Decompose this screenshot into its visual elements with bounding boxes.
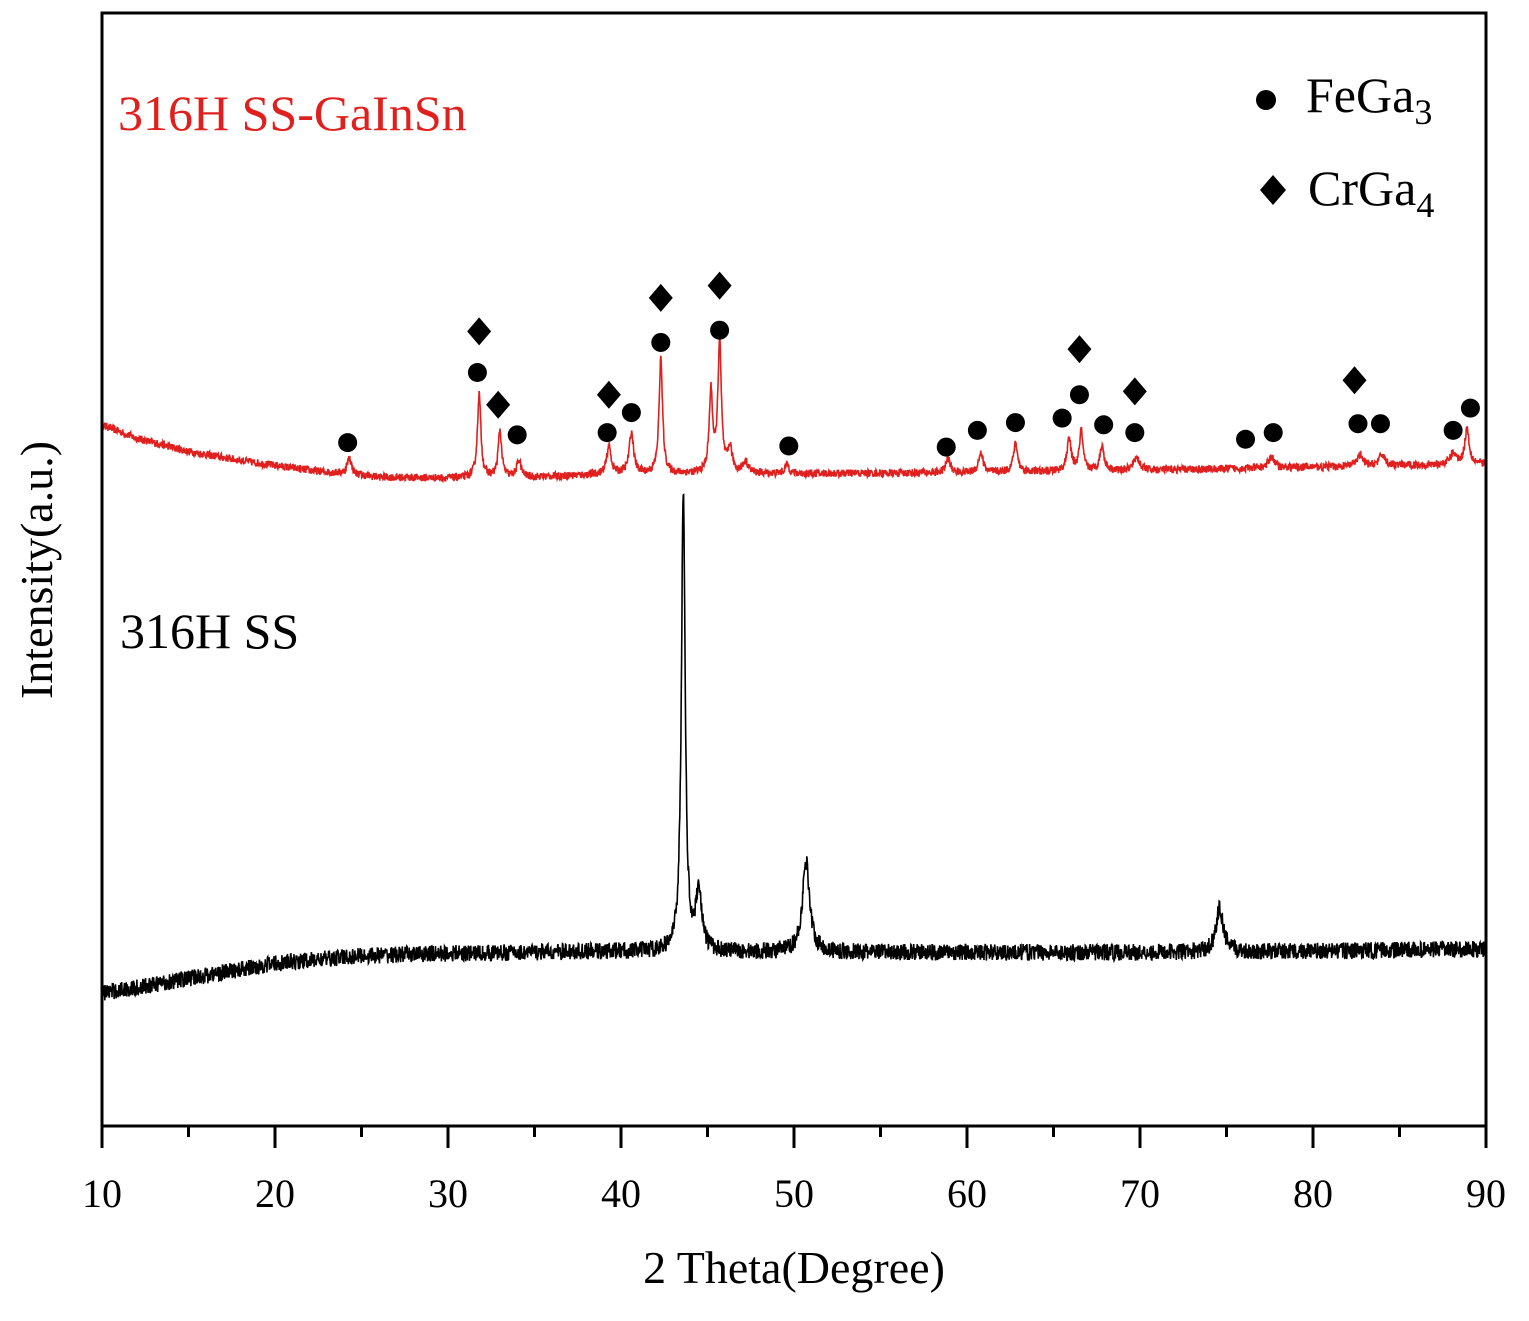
fega3-marker	[1125, 423, 1145, 443]
fega3-marker	[1052, 408, 1072, 428]
x-tick-label: 40	[601, 1171, 641, 1216]
fega3-marker	[936, 437, 956, 457]
crga4-marker	[596, 380, 621, 409]
x-tick-label: 30	[428, 1171, 468, 1216]
legend-label-fega3-subscript: 3	[1414, 92, 1432, 132]
crga4-marker	[648, 283, 673, 312]
legend-label-crga4: CrGa4	[1308, 160, 1434, 225]
fega3-marker	[1069, 385, 1089, 405]
x-tick-label: 90	[1466, 1171, 1506, 1216]
fega3-marker	[621, 403, 641, 423]
fega3-marker	[651, 332, 671, 352]
y-axis-label: Intensity(a.u.)	[11, 441, 62, 699]
fega3-marker	[1263, 423, 1283, 443]
fega3-marker	[967, 420, 987, 440]
x-tick-label: 10	[82, 1171, 122, 1216]
fega3-marker	[507, 425, 527, 445]
fega3-marker	[467, 362, 487, 382]
x-tick-label: 50	[774, 1171, 814, 1216]
fega3-marker	[1094, 415, 1114, 435]
crga4-marker	[1342, 366, 1367, 395]
crga4-marker	[486, 390, 511, 419]
fega3-marker	[1443, 420, 1463, 440]
fega3-marker	[1348, 414, 1368, 434]
x-axis-label: 2 Theta(Degree)	[643, 1242, 945, 1293]
annotation-316h-ss: 316H SS	[120, 603, 299, 659]
fega3-marker	[779, 436, 799, 456]
legend-circle-icon	[1256, 90, 1276, 110]
annotation-316h-ss-gainsn: 316H SS-GaInSn	[118, 85, 467, 141]
legend-label-crga4-text: CrGa	[1308, 160, 1416, 216]
x-axis-ticks: 10 20 30 40 50 60 70 80 90	[82, 1126, 1506, 1216]
legend-label-fega3: FeGa3	[1306, 67, 1432, 132]
fega3-marker	[1370, 414, 1390, 434]
fega3-marker	[1236, 429, 1256, 449]
fega3-marker	[710, 320, 730, 340]
legend-label-crga4-subscript: 4	[1416, 185, 1434, 225]
fega3-marker	[597, 423, 617, 443]
crga4-marker	[467, 317, 492, 346]
curves	[101, 337, 1487, 1001]
x-tick-label: 20	[255, 1171, 295, 1216]
x-tick-label: 80	[1293, 1171, 1333, 1216]
phase-markers	[338, 271, 1480, 457]
series-line-0	[101, 337, 1487, 484]
fega3-marker	[1005, 413, 1025, 433]
crga4-marker	[1122, 377, 1147, 406]
x-tick-label: 60	[947, 1171, 987, 1216]
legend-diamond-icon	[1260, 175, 1286, 205]
legend-label-fega3-text: FeGa	[1306, 67, 1414, 123]
x-tick-label: 70	[1120, 1171, 1160, 1216]
crga4-marker	[1067, 335, 1092, 364]
fega3-marker	[1460, 398, 1480, 418]
legend: FeGa3 CrGa4	[1256, 67, 1434, 225]
series-line-1	[101, 493, 1487, 1001]
crga4-marker	[707, 271, 732, 300]
fega3-marker	[338, 433, 358, 453]
